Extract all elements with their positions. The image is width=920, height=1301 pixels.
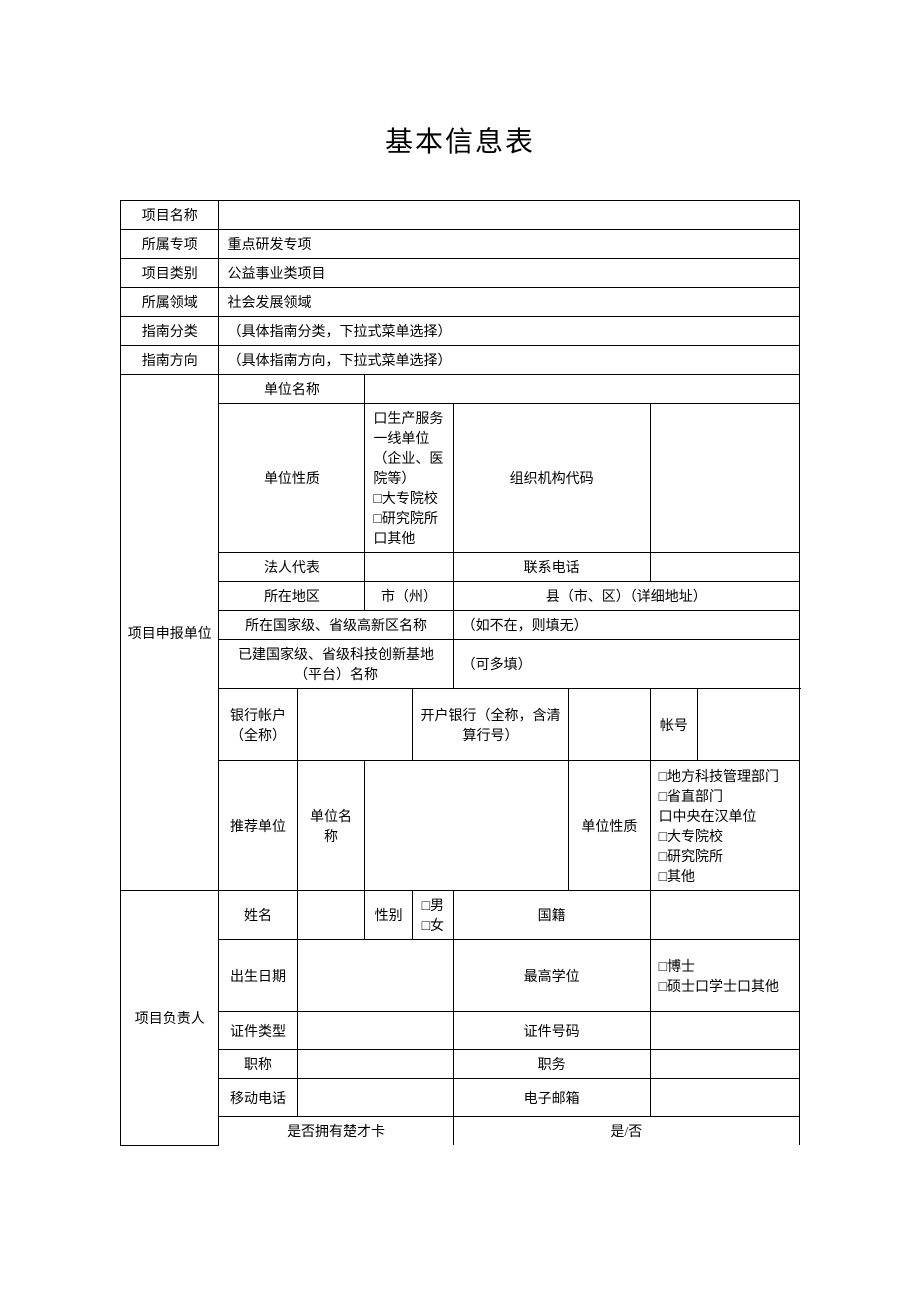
label-recommend-unit-nature: 单位性质 (569, 761, 650, 891)
value-acct-no (698, 689, 800, 761)
section-leader: 项目负责人 (121, 891, 219, 1146)
section-applicant: 项目申报单位 (121, 375, 219, 891)
label-applicant-unit-nature: 单位性质 (219, 404, 365, 553)
label-degree: 最高学位 (453, 940, 650, 1012)
value-org-code (650, 404, 799, 553)
value-hightech: （如不在，则填无） (453, 611, 799, 640)
value-position (650, 1050, 799, 1079)
label-chucai: 是否拥有楚才卡 (219, 1117, 453, 1146)
label-project-name: 项目名称 (121, 201, 219, 230)
label-title: 职称 (219, 1050, 297, 1079)
value-category: 公益事业类项目 (219, 259, 799, 288)
value-legal-rep (365, 553, 453, 582)
label-mobile: 移动电话 (219, 1079, 297, 1117)
label-id-type: 证件类型 (219, 1012, 297, 1050)
label-special: 所属专项 (121, 230, 219, 259)
label-recommend-unit-name: 单位名称 (297, 761, 365, 891)
value-title (297, 1050, 453, 1079)
label-id-no: 证件号码 (453, 1012, 650, 1050)
label-org-code: 组织机构代码 (453, 404, 650, 553)
label-leader-name: 姓名 (219, 891, 297, 940)
label-bank-name: 开户银行（全称，含清算行号） (412, 689, 568, 761)
value-id-no (650, 1012, 799, 1050)
value-county: 县（市、区）（详细地址） (453, 582, 799, 611)
label-base: 已建国家级、省级科技创新基地（平台）名称 (219, 640, 453, 689)
page-title: 基本信息表 (120, 120, 800, 160)
label-category: 项目类别 (121, 259, 219, 288)
basic-info-table: 项目名称 所属专项 重点研发专项 项目类别 公益事业类项目 所属领域 社会发展领… (120, 200, 800, 1146)
value-degree: □博士 □硕士口学士口其他 (650, 940, 799, 1012)
section-recommend: 推荐单位 (219, 761, 297, 891)
label-acct-no: 帐号 (650, 689, 698, 761)
value-leader-name (297, 891, 365, 940)
value-bank-acct (297, 689, 412, 761)
value-nationality (650, 891, 799, 940)
value-email (650, 1079, 799, 1117)
value-base: （可多填） (453, 640, 799, 689)
label-hightech: 所在国家级、省级高新区名称 (219, 611, 453, 640)
value-applicant-unit-name (365, 375, 800, 404)
value-gender: □男□女 (412, 891, 453, 940)
label-nationality: 国籍 (453, 891, 650, 940)
label-guide-class: 指南分类 (121, 317, 219, 346)
value-guide-dir: （具体指南方向，下拉式菜单选择） (219, 346, 799, 375)
label-email: 电子邮箱 (453, 1079, 650, 1117)
value-project-name (219, 201, 799, 230)
label-gender: 性别 (365, 891, 413, 940)
label-region: 所在地区 (219, 582, 365, 611)
value-recommend-unit-nature: □地方科技管理部门 □省直部门 口中央在汉单位 □大专院校 □研究院所 □其他 (650, 761, 799, 891)
label-phone: 联系电话 (453, 553, 650, 582)
label-dob: 出生日期 (219, 940, 297, 1012)
value-special: 重点研发专项 (219, 230, 799, 259)
value-phone (650, 553, 799, 582)
value-applicant-unit-nature: 口生产服务一线单位（企业、医院等） □大专院校 □研究院所 口其他 (365, 404, 453, 553)
label-position: 职务 (453, 1050, 650, 1079)
value-guide-class: （具体指南分类，下拉式菜单选择） (219, 317, 799, 346)
label-bank-acct: 银行帐户（全称） (219, 689, 297, 761)
value-city: 市（州） (365, 582, 453, 611)
value-id-type (297, 1012, 453, 1050)
label-field: 所属领域 (121, 288, 219, 317)
value-mobile (297, 1079, 453, 1117)
value-bank-name (569, 689, 650, 761)
label-guide-dir: 指南方向 (121, 346, 219, 375)
label-legal-rep: 法人代表 (219, 553, 365, 582)
label-applicant-unit-name: 单位名称 (219, 375, 365, 404)
value-dob (297, 940, 453, 1012)
value-field: 社会发展领域 (219, 288, 799, 317)
value-recommend-unit-name (365, 761, 569, 891)
value-chucai: 是/否 (453, 1117, 799, 1146)
